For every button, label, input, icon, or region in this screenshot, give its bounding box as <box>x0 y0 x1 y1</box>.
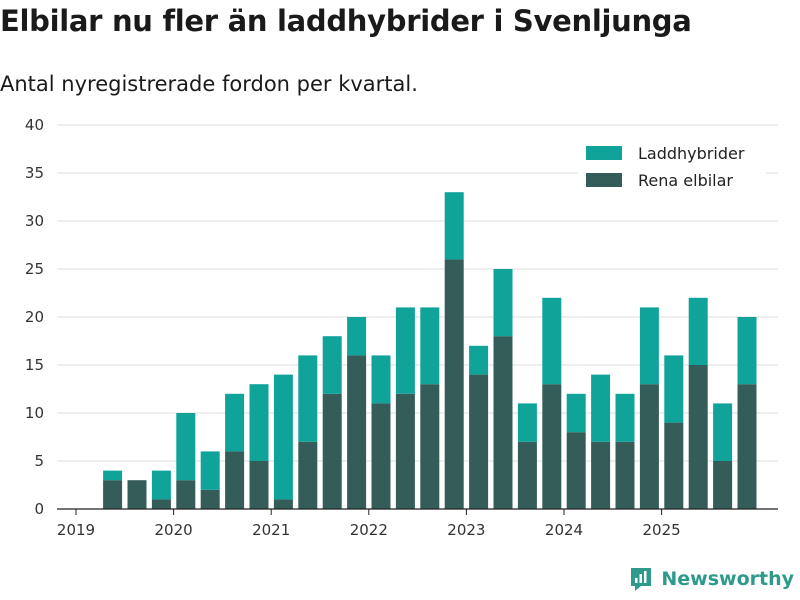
bar-laddhybrider-2020Q1 <box>176 413 196 481</box>
bar-elbilar-2022Q3 <box>420 384 440 509</box>
x-tick-label: 2025 <box>643 521 681 539</box>
bar-elbilar-2023Q3 <box>517 441 537 509</box>
bar-elbilar-2022Q4 <box>444 259 464 509</box>
x-axis: 2019 2020 2021 2022 2023 2024 2025 <box>57 508 778 539</box>
legend-swatch <box>586 173 622 187</box>
bar-elbilar-2019Q4 <box>151 499 171 509</box>
bar-elbilar-2019Q3 <box>127 480 147 509</box>
bar-laddhybrider-2024Q2 <box>591 374 611 442</box>
bar-elbilar-2024Q4 <box>639 384 659 509</box>
y-tick-label: 40 <box>25 116 44 134</box>
bar-elbilar-2023Q2 <box>493 336 513 509</box>
legend-label: Laddhybrider <box>638 144 745 163</box>
bar-laddhybrider-2023Q2 <box>493 269 513 337</box>
bar-laddhybrider-2020Q3 <box>225 393 245 452</box>
x-tick-label: 2022 <box>350 521 388 539</box>
chart-subtitle: Antal nyregistrerade fordon per kvartal. <box>0 72 418 96</box>
bar-elbilar-2024Q3 <box>615 441 635 509</box>
bar-elbilar-2020Q4 <box>249 461 269 509</box>
legend: Laddhybrider Rena elbilar <box>578 140 766 198</box>
bar-elbilar-2025Q2 <box>688 365 708 509</box>
y-tick-label: 20 <box>25 308 44 326</box>
y-axis: 0 5 10 15 20 25 30 35 40 <box>25 116 44 518</box>
bar-elbilar-2022Q1 <box>371 403 391 509</box>
brand-logo: Newsworthy <box>629 566 794 592</box>
bar-elbilar-2020Q1 <box>176 480 196 509</box>
bar-laddhybrider-2025Q2 <box>688 297 708 365</box>
x-tick-label: 2020 <box>155 521 193 539</box>
y-tick-label: 30 <box>25 212 44 230</box>
chart-title: Elbilar nu fler än laddhybrider i Svenlj… <box>0 4 692 38</box>
bar-elbilar-2019Q2 <box>103 480 123 509</box>
bar-elbilar-2022Q2 <box>395 393 415 509</box>
y-tick-label: 25 <box>25 260 44 278</box>
bar-laddhybrider-2022Q3 <box>420 307 440 385</box>
bar-laddhybrider-2020Q4 <box>249 384 269 461</box>
bar-laddhybrider-2021Q4 <box>347 317 367 356</box>
brand-name: Newsworthy <box>661 568 794 590</box>
y-tick-label: 10 <box>25 404 44 422</box>
bar-elbilar-2021Q4 <box>347 355 367 509</box>
bar-laddhybrider-2021Q2 <box>298 355 318 442</box>
bar-laddhybrider-2023Q3 <box>517 403 537 442</box>
bar-elbilar-2024Q2 <box>591 441 611 509</box>
bar-laddhybrider-2019Q2 <box>103 470 123 481</box>
bar-laddhybrider-2023Q1 <box>469 345 489 375</box>
bar-elbilar-2021Q3 <box>322 393 342 509</box>
bar-elbilar-2025Q3 <box>713 461 733 509</box>
bar-elbilar-2025Q4 <box>737 384 757 509</box>
bar-elbilar-2020Q2 <box>200 489 220 509</box>
bar-laddhybrider-2022Q4 <box>444 192 464 260</box>
y-tick-label: 15 <box>25 356 44 374</box>
legend-label: Rena elbilar <box>638 171 733 190</box>
bar-laddhybrider-2019Q4 <box>151 470 171 500</box>
y-tick-label: 5 <box>34 452 44 470</box>
y-tick-label: 35 <box>25 164 44 182</box>
bar-laddhybrider-2022Q2 <box>395 307 415 394</box>
newsworthy-logo-icon <box>631 568 652 591</box>
bar-laddhybrider-2020Q2 <box>200 451 220 490</box>
x-tick-label: 2023 <box>447 521 485 539</box>
bar-elbilar-2023Q1 <box>469 374 489 509</box>
bar-laddhybrider-2024Q1 <box>566 393 586 433</box>
bar-elbilar-2023Q4 <box>542 384 562 509</box>
bar-laddhybrider-2025Q1 <box>664 355 684 423</box>
bar-elbilar-2021Q2 <box>298 441 318 509</box>
y-tick-label: 0 <box>34 500 44 518</box>
bar-laddhybrider-2022Q1 <box>371 355 391 404</box>
legend-swatch <box>586 146 622 160</box>
bar-elbilar-2024Q1 <box>566 432 586 509</box>
bar-laddhybrider-2023Q4 <box>542 297 562 385</box>
bar-laddhybrider-2025Q4 <box>737 317 757 385</box>
bars <box>103 192 757 509</box>
bar-laddhybrider-2021Q3 <box>322 336 342 394</box>
bar-elbilar-2025Q1 <box>664 422 684 509</box>
bar-laddhybrider-2024Q4 <box>639 307 659 385</box>
bar-elbilar-2020Q3 <box>225 451 245 509</box>
bar-laddhybrider-2025Q3 <box>713 403 733 461</box>
x-tick-label: 2024 <box>545 521 583 539</box>
bar-laddhybrider-2024Q3 <box>615 393 635 442</box>
x-tick-label: 2021 <box>252 521 290 539</box>
bar-elbilar-2021Q1 <box>273 499 293 509</box>
bar-laddhybrider-2021Q1 <box>273 374 293 500</box>
x-tick-label: 2019 <box>57 521 95 539</box>
